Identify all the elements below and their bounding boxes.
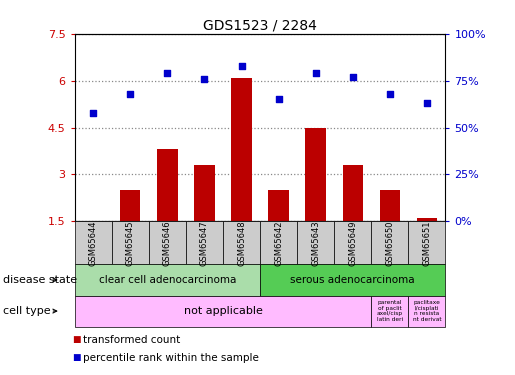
Point [200, 76, 209, 82]
Text: GSM65643: GSM65643 [311, 220, 320, 266]
Text: GSM65647: GSM65647 [200, 220, 209, 266]
Text: percentile rank within the sample: percentile rank within the sample [83, 353, 260, 363]
Bar [342, 165, 363, 221]
Title: GDS1523 / 2284: GDS1523 / 2284 [203, 19, 317, 33]
Bar [380, 190, 400, 221]
Text: ■: ■ [72, 353, 80, 362]
Text: disease state: disease state [3, 275, 77, 285]
Point [349, 74, 357, 80]
Bar [83, 220, 104, 221]
Point [126, 91, 134, 97]
Bar [194, 165, 215, 221]
Text: cell type: cell type [3, 306, 50, 316]
Text: GSM65644: GSM65644 [89, 220, 98, 266]
Point [237, 63, 246, 69]
Text: GSM65646: GSM65646 [163, 220, 172, 266]
Bar [157, 149, 178, 221]
Bar [231, 78, 252, 221]
Text: GSM65650: GSM65650 [385, 220, 394, 266]
Text: GSM65651: GSM65651 [422, 220, 432, 266]
Text: GSM65642: GSM65642 [274, 220, 283, 266]
Point [423, 100, 431, 106]
Text: transformed count: transformed count [83, 335, 181, 345]
Text: not applicable: not applicable [183, 306, 263, 316]
Bar [305, 128, 326, 221]
Point [274, 96, 283, 102]
Text: clear cell adenocarcinoma: clear cell adenocarcinoma [99, 275, 236, 285]
Bar [120, 190, 141, 221]
Point [163, 70, 171, 76]
Text: GSM65649: GSM65649 [348, 220, 357, 266]
Point [312, 70, 320, 76]
Text: GSM65648: GSM65648 [237, 220, 246, 266]
Bar [417, 218, 437, 221]
Text: serous adenocarcinoma: serous adenocarcinoma [290, 275, 415, 285]
Point [386, 91, 394, 97]
Point [89, 110, 97, 116]
Bar [268, 190, 289, 221]
Text: ■: ■ [72, 335, 80, 344]
Text: GSM65645: GSM65645 [126, 220, 135, 266]
Text: parental
of paclit
axel/cisp
latin deri: parental of paclit axel/cisp latin deri [377, 300, 403, 322]
Text: paclitaxe
l/cisplati
n resista
nt derivat: paclitaxe l/cisplati n resista nt deriva… [413, 300, 441, 322]
